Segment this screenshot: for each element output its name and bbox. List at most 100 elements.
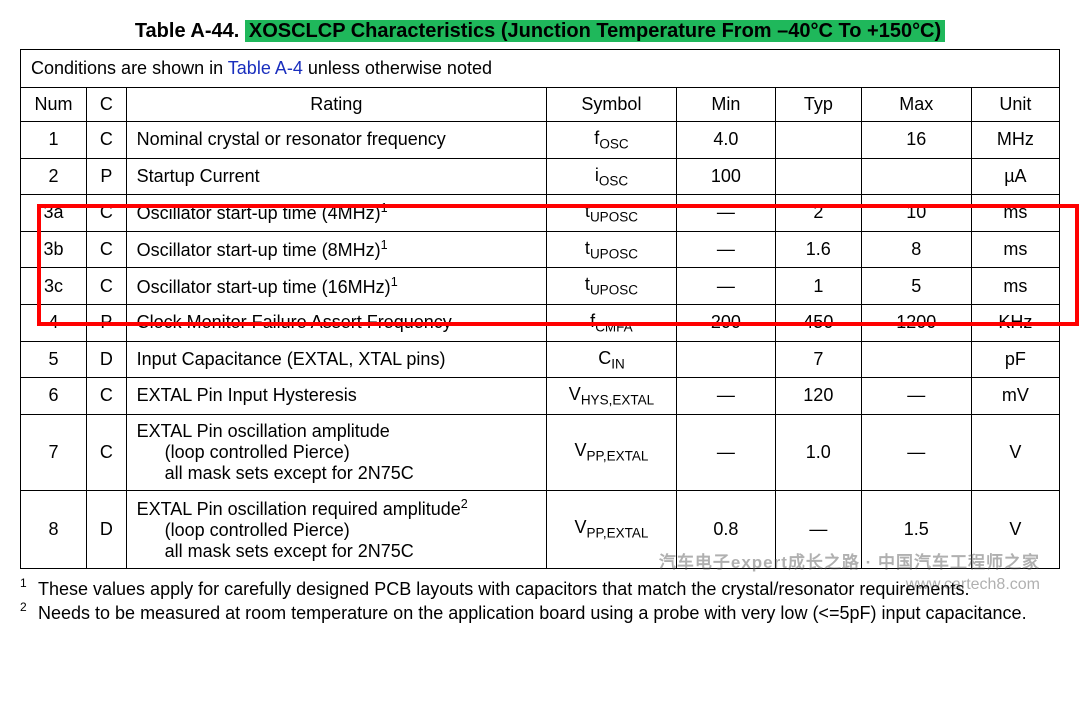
header-c: C (87, 88, 127, 122)
cell-typ (775, 158, 861, 195)
cell-min: — (676, 231, 775, 268)
cell-unit: ms (971, 231, 1059, 268)
table-row: 1CNominal crystal or resonator frequency… (21, 122, 1060, 159)
cell-max: 10 (861, 195, 971, 232)
cell-symbol: VPP,EXTAL (547, 490, 677, 568)
header-symbol: Symbol (547, 88, 677, 122)
table-row: 8DEXTAL Pin oscillation required amplitu… (21, 490, 1060, 568)
header-min: Min (676, 88, 775, 122)
cell-max: — (861, 414, 971, 490)
cell-typ: 1 (775, 268, 861, 305)
cell-typ: 2 (775, 195, 861, 232)
cell-num: 4 (21, 304, 87, 341)
page: Table A-44. XOSCLCP Characteristics (Jun… (20, 20, 1060, 625)
header-max: Max (861, 88, 971, 122)
conditions-link[interactable]: Table A-4 (228, 58, 303, 78)
cell-rating: Nominal crystal or resonator frequency (126, 122, 546, 159)
cell-symbol: fOSC (547, 122, 677, 159)
table-row: 3aCOscillator start-up time (4MHz)1tUPOS… (21, 195, 1060, 232)
cell-rating: Input Capacitance (EXTAL, XTAL pins) (126, 341, 546, 378)
cell-c: C (87, 122, 127, 159)
cell-c: C (87, 378, 127, 415)
spec-table: Conditions are shown in Table A-4 unless… (20, 49, 1060, 569)
cell-rating: Clock Monitor Failure Assert Frequency (126, 304, 546, 341)
table-row: 5DInput Capacitance (EXTAL, XTAL pins)CI… (21, 341, 1060, 378)
header-unit: Unit (971, 88, 1059, 122)
cell-c: P (87, 158, 127, 195)
cell-rating: Oscillator start-up time (4MHz)1 (126, 195, 546, 232)
cell-max: 1200 (861, 304, 971, 341)
cell-rating: Oscillator start-up time (8MHz)1 (126, 231, 546, 268)
cell-rating: EXTAL Pin oscillation required amplitude… (126, 490, 546, 568)
cell-min: — (676, 378, 775, 415)
cell-unit: KHz (971, 304, 1059, 341)
cell-symbol: tUPOSC (547, 231, 677, 268)
cell-min: 100 (676, 158, 775, 195)
cell-min: 0.8 (676, 490, 775, 568)
cell-unit: V (971, 490, 1059, 568)
cell-typ: 7 (775, 341, 861, 378)
cell-symbol: VPP,EXTAL (547, 414, 677, 490)
table-row: 3cCOscillator start-up time (16MHz)1tUPO… (21, 268, 1060, 305)
footnote: 1These values apply for carefully design… (20, 577, 1060, 601)
header-num: Num (21, 88, 87, 122)
cell-num: 3b (21, 231, 87, 268)
title-prefix: Table A-44. (135, 20, 245, 42)
cell-c: P (87, 304, 127, 341)
cell-typ: 120 (775, 378, 861, 415)
cell-c: C (87, 268, 127, 305)
table-row: 6CEXTAL Pin Input HysteresisVHYS,EXTAL—1… (21, 378, 1060, 415)
cell-num: 7 (21, 414, 87, 490)
cell-max: 8 (861, 231, 971, 268)
cell-num: 1 (21, 122, 87, 159)
header-row: NumCRatingSymbolMinTypMaxUnit (21, 88, 1060, 122)
table-row: 3bCOscillator start-up time (8MHz)1tUPOS… (21, 231, 1060, 268)
cell-typ (775, 122, 861, 159)
cell-symbol: CIN (547, 341, 677, 378)
cell-typ: — (775, 490, 861, 568)
cell-symbol: fCMFA (547, 304, 677, 341)
cell-typ: 1.0 (775, 414, 861, 490)
cell-typ: 1.6 (775, 231, 861, 268)
title-highlight: XOSCLCP Characteristics (Junction Temper… (245, 20, 945, 42)
table-row: 4PClock Monitor Failure Assert Frequency… (21, 304, 1060, 341)
cell-num: 6 (21, 378, 87, 415)
cell-unit: V (971, 414, 1059, 490)
cell-max: — (861, 378, 971, 415)
cell-min: 200 (676, 304, 775, 341)
cell-typ: 450 (775, 304, 861, 341)
cell-num: 2 (21, 158, 87, 195)
cell-c: C (87, 231, 127, 268)
cell-num: 8 (21, 490, 87, 568)
cell-c: C (87, 195, 127, 232)
cell-min (676, 341, 775, 378)
cell-c: C (87, 414, 127, 490)
cell-unit: MHz (971, 122, 1059, 159)
cell-rating: Oscillator start-up time (16MHz)1 (126, 268, 546, 305)
cell-rating: EXTAL Pin oscillation amplitude(loop con… (126, 414, 546, 490)
cell-symbol: VHYS,EXTAL (547, 378, 677, 415)
conditions-cell: Conditions are shown in Table A-4 unless… (21, 50, 1060, 88)
cell-min: — (676, 195, 775, 232)
cell-symbol: iOSC (547, 158, 677, 195)
cell-rating: EXTAL Pin Input Hysteresis (126, 378, 546, 415)
cell-symbol: tUPOSC (547, 268, 677, 305)
cell-unit: ms (971, 195, 1059, 232)
cell-max: 16 (861, 122, 971, 159)
header-rating: Rating (126, 88, 546, 122)
table-row: 7CEXTAL Pin oscillation amplitude(loop c… (21, 414, 1060, 490)
cell-symbol: tUPOSC (547, 195, 677, 232)
footnote: 2Needs to be measured at room temperatur… (20, 601, 1060, 625)
cell-num: 3a (21, 195, 87, 232)
cell-unit: mV (971, 378, 1059, 415)
cell-unit: ms (971, 268, 1059, 305)
cell-min: 4.0 (676, 122, 775, 159)
cell-max (861, 158, 971, 195)
cell-min: — (676, 414, 775, 490)
cell-min: — (676, 268, 775, 305)
table-row: 2PStartup CurrentiOSC100µA (21, 158, 1060, 195)
table-title: Table A-44. XOSCLCP Characteristics (Jun… (20, 20, 1060, 43)
cell-max: 5 (861, 268, 971, 305)
header-typ: Typ (775, 88, 861, 122)
cell-num: 5 (21, 341, 87, 378)
